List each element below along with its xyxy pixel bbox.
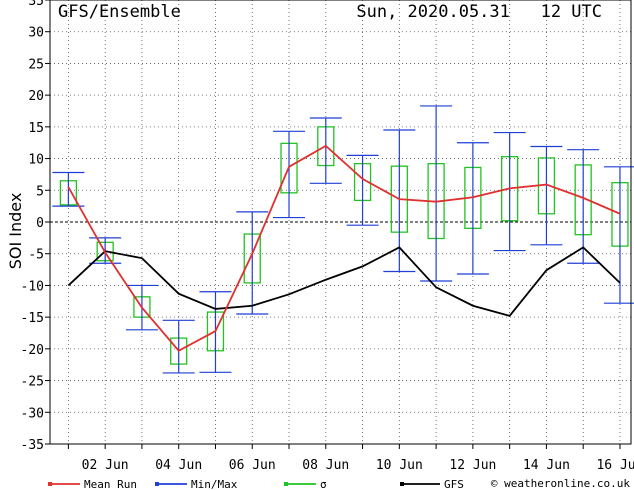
legend: Mean Run Min/Max σ GFS [48,478,464,490]
x-axis: 02 Jun 04 Jun 06 Jun 08 Jun 10 Jun 12 Jun 14 J… [67,444,634,473]
legend-marker [400,482,404,486]
y-tick-label: 15 [28,121,44,136]
y-tick-label: -30 [21,406,44,421]
x-tick-label: 02 Jun [82,458,129,473]
y-tick-label: -5 [28,248,44,263]
series-lines [67,144,621,352]
legend-marker [48,482,52,486]
plot-frame [49,0,632,445]
x-tick-label: 16 Jun [596,458,634,473]
legend-label: Min/Max [191,478,238,490]
x-tick-label: 10 Jun [376,458,423,473]
chart-title: GFS/Ensemble [58,2,181,22]
y-tick-label: 25 [28,57,44,72]
series-mean-run [67,144,621,352]
y-tick-label: -10 [21,279,44,294]
series-gfs [67,246,621,317]
legend-marker [155,482,159,486]
chart-subtitle: Sun, 2020.05.31 12 UTC [356,2,602,22]
y-axis-label: SOI Index [6,193,25,270]
y-tick-label: -35 [21,438,44,453]
x-tick-label: 06 Jun [229,458,276,473]
y-tick-label: 5 [36,184,44,199]
y-tick-label: -20 [21,343,44,358]
legend-label: σ [320,478,327,490]
legend-label: Mean Run [84,478,137,490]
y-tick-label: 35 [28,0,44,9]
legend-label: GFS [444,478,464,490]
y-tick-label: 20 [28,89,44,104]
y-axis: -35 -30 -25 -20 -15 -10 -5 0 5 10 15 20 25 30 35 [21,0,50,453]
x-tick-label: 04 Jun [155,458,202,473]
y-tick-label: 0 [36,216,44,231]
legend-marker [284,482,288,486]
x-tick-label: 12 Jun [449,458,496,473]
credit: © weatheronline.co.uk [491,477,630,490]
x-tick-label: 08 Jun [302,458,349,473]
y-tick-label: 10 [28,153,44,168]
y-tick-label: -15 [21,311,44,326]
y-tick-label: -25 [21,375,44,390]
y-tick-label: 30 [28,26,44,41]
x-tick-label: 14 Jun [523,458,570,473]
